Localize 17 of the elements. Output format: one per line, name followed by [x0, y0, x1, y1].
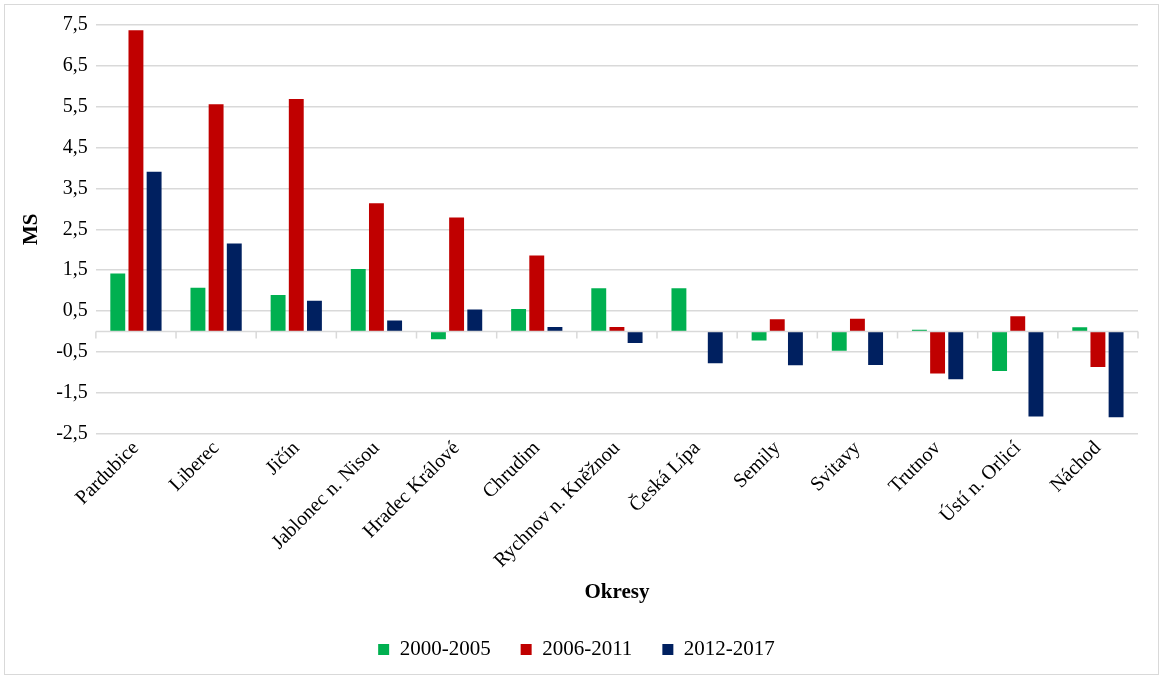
y-tick-label: 4,5 — [62, 134, 88, 157]
y-axis-title: MS — [18, 213, 43, 246]
y-tick-label: -0,5 — [56, 339, 88, 362]
legend-label: 2006-2011 — [542, 636, 633, 661]
y-tick-label: 0,5 — [62, 298, 88, 321]
y-tick-label: 6,5 — [62, 53, 88, 76]
y-tick-label: 1,5 — [62, 257, 88, 280]
y-tick-label: -2,5 — [56, 420, 88, 443]
legend-label: 2000-2005 — [399, 636, 491, 661]
legend-label: 2012-2017 — [683, 636, 775, 661]
y-tick-label: -1,5 — [56, 379, 88, 402]
x-tick-label: Jičín — [260, 436, 303, 479]
y-tick-label: 5,5 — [62, 93, 88, 116]
x-axis-title: Okresy — [584, 578, 650, 603]
y-tick-label: 2,5 — [62, 216, 88, 239]
y-tick-label: 3,5 — [62, 175, 88, 198]
y-tick-label: 7,5 — [62, 12, 88, 35]
